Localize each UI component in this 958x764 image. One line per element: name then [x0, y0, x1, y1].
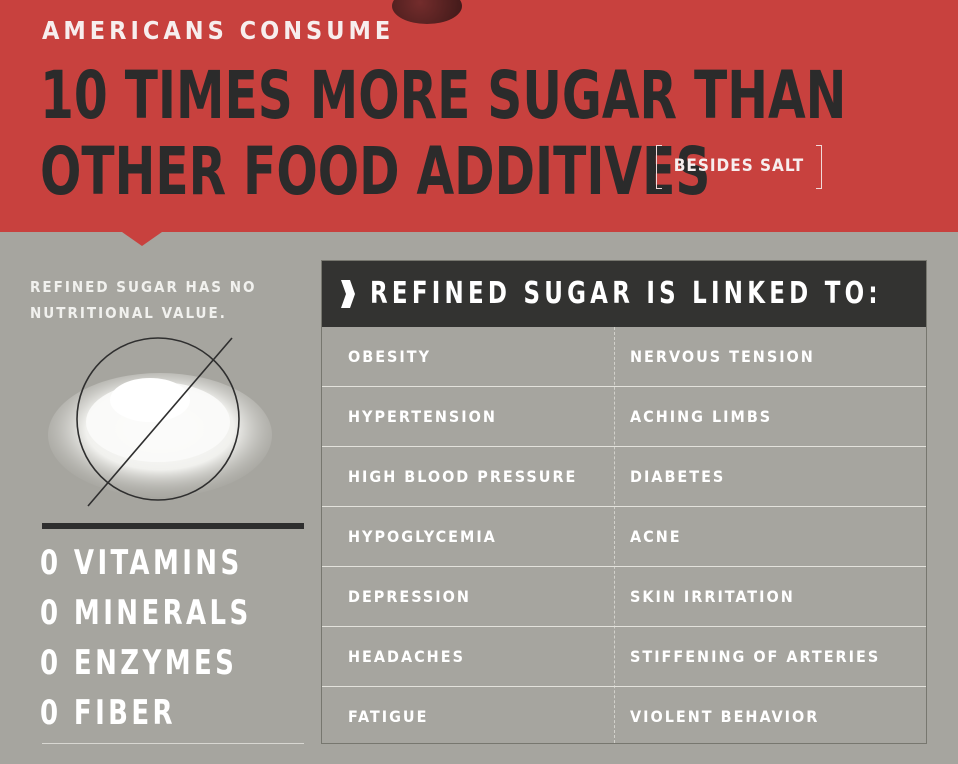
table-row: HYPERTENSION ACHING LIMBS: [322, 387, 926, 447]
condition-left: OBESITY: [348, 347, 431, 366]
condition-left: HYPERTENSION: [348, 407, 497, 426]
headline-line-1: 10 TIMES MORE SUGAR THAN: [40, 57, 847, 134]
sugar-pile-crossed-icon: [48, 337, 272, 507]
condition-left: HIGH BLOOD PRESSURE: [348, 467, 578, 486]
headline: 10 TIMES MORE SUGAR THAN OTHER FOOD ADDI…: [40, 58, 846, 210]
besides-salt-label: BESIDES SALT: [673, 156, 805, 176]
zero-minerals: 0 MINERALS: [40, 593, 252, 633]
table-row: HYPOGLYCEMIA ACNE: [322, 507, 926, 567]
zero-vitamins: 0 VITAMINS: [40, 543, 243, 583]
condition-right: ACNE: [630, 527, 682, 546]
condition-left: HYPOGLYCEMIA: [348, 527, 497, 546]
condition-right: DIABETES: [630, 467, 726, 486]
conditions-table: OBESITY NERVOUS TENSION HYPERTENSION ACH…: [322, 327, 926, 746]
table-row: HIGH BLOOD PRESSURE DIABETES: [322, 447, 926, 507]
column-divider: [614, 327, 615, 743]
panel-header: REFINED SUGAR IS LINKED TO:: [322, 261, 926, 327]
condition-left: FATIGUE: [348, 707, 429, 726]
kicker-text: AMERICANS CONSUME: [42, 16, 395, 45]
decorative-blob: [392, 0, 462, 24]
chevron-right-icon: [341, 280, 355, 308]
condition-right: STIFFENING OF ARTERIES: [630, 647, 881, 666]
table-row: FATIGUE VIOLENT BEHAVIOR: [322, 687, 926, 746]
nutrition-note: REFINED SUGAR HAS NO NUTRITIONAL VALUE.: [30, 278, 257, 322]
header-notch: [122, 232, 162, 246]
condition-right: SKIN IRRITATION: [630, 587, 795, 606]
condition-right: NERVOUS TENSION: [630, 347, 815, 366]
table-row: DEPRESSION SKIN IRRITATION: [322, 567, 926, 627]
headline-line-2: OTHER FOOD ADDITIVES: [40, 133, 711, 210]
condition-right: ACHING LIMBS: [630, 407, 773, 426]
zero-nutrients-list: 0 VITAMINS 0 MINERALS 0 ENZYMES 0 FIBER: [40, 538, 289, 738]
condition-right: VIOLENT BEHAVIOR: [630, 707, 820, 726]
zero-enzymes: 0 ENZYMES: [40, 643, 238, 683]
header-banner: AMERICANS CONSUME 10 TIMES MORE SUGAR TH…: [0, 0, 958, 232]
condition-left: HEADACHES: [348, 647, 465, 666]
table-row: OBESITY NERVOUS TENSION: [322, 327, 926, 387]
panel-title: REFINED SUGAR IS LINKED TO:: [370, 276, 882, 311]
left-rule-top: [42, 523, 304, 529]
table-row: HEADACHES STIFFENING OF ARTERIES: [322, 627, 926, 687]
linked-conditions-panel: REFINED SUGAR IS LINKED TO: OBESITY NERV…: [321, 260, 927, 744]
left-rule-bottom: [42, 743, 304, 744]
zero-fiber: 0 FIBER: [40, 693, 176, 733]
besides-salt-tag: BESIDES SALT: [656, 145, 822, 189]
condition-left: DEPRESSION: [348, 587, 471, 606]
